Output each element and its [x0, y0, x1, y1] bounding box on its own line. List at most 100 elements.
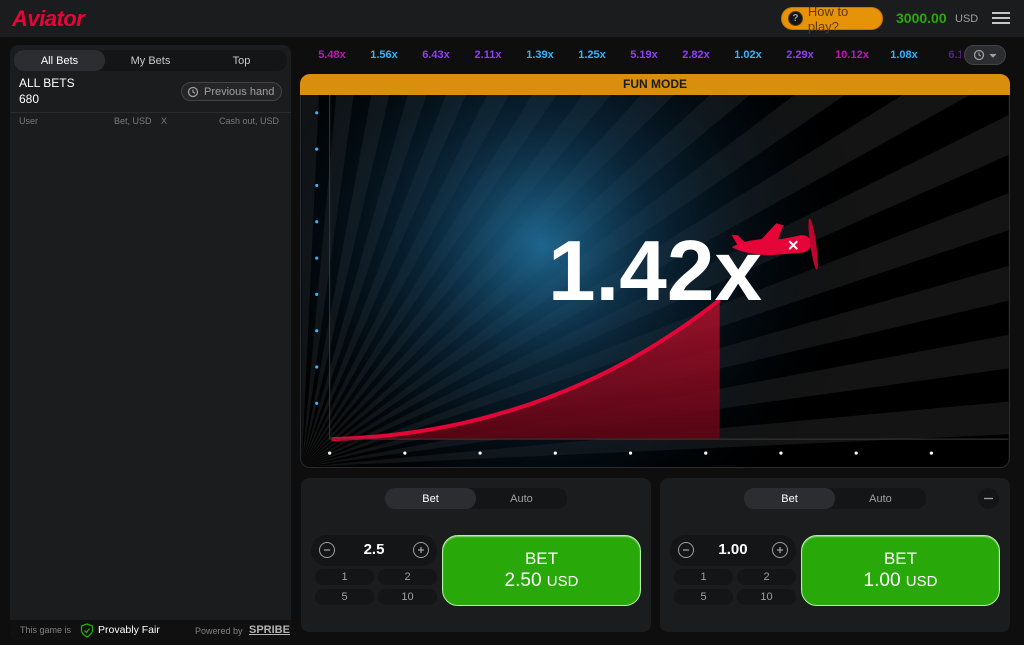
history-multiplier[interactable]: 2.11x: [474, 49, 502, 61]
bet-button-label: BET: [883, 549, 918, 568]
axis-dot: [315, 220, 319, 224]
brand[interactable]: SPRIBE: [249, 624, 290, 636]
minus-icon: [984, 497, 993, 500]
increase-button[interactable]: [413, 542, 429, 558]
tab[interactable]: My Bets: [130, 54, 171, 67]
history-button[interactable]: [964, 45, 1006, 65]
history-multiplier[interactable]: 5.19x: [630, 49, 658, 61]
previous-hand-label: Previous hand: [204, 85, 275, 98]
previous-hand-button[interactable]: Previous hand: [181, 82, 282, 101]
plus-icon: [777, 547, 783, 553]
currency: USD: [955, 13, 979, 25]
provably-fair[interactable]: Provably Fair: [98, 624, 160, 636]
logo[interactable]: Aviator: [12, 6, 85, 31]
bet-button-amount-row: 1.00 USD: [802, 570, 999, 592]
plane: [731, 218, 818, 270]
axis-dot: [628, 451, 633, 455]
history-multiplier[interactable]: 1.56x: [370, 49, 398, 61]
bet-mode-toggle: Bet Auto: [744, 488, 926, 509]
bet-button-amount-row: 2.50 USD: [443, 570, 640, 592]
bet-button-label: BET: [524, 549, 559, 568]
increase-button[interactable]: [772, 542, 788, 558]
bet-mode-tab[interactable]: Bet: [385, 488, 476, 509]
remove-panel-button[interactable]: [978, 488, 999, 509]
bet-mode-tab[interactable]: Auto: [869, 492, 892, 505]
bet-button-amount: 2.50: [504, 570, 542, 591]
history-multiplier[interactable]: 1.02x: [734, 49, 762, 61]
quick-amount-button[interactable]: 5: [674, 589, 733, 605]
bet-button-amount: 1.00: [863, 570, 901, 591]
bet-button[interactable]: BET 1.00 USD: [801, 535, 1000, 606]
axis-dot: [315, 292, 319, 296]
game-canvas: 1.42x: [300, 74, 1010, 468]
axis-dot: [315, 147, 319, 151]
history-multiplier[interactable]: 2.82x: [682, 49, 710, 61]
top-bar: Aviator ? How to play? 3000.00 USD: [0, 0, 1024, 37]
minus-icon: [683, 549, 689, 551]
multiplier: 1.42x: [548, 224, 762, 319]
quick-amount-button[interactable]: 1: [315, 569, 374, 585]
bet-button-currency: USD: [546, 573, 579, 590]
help-icon: ?: [788, 11, 803, 26]
menu-button[interactable]: [992, 12, 1010, 26]
axis-dot: [854, 451, 858, 455]
column-header: Cash out, USD: [219, 116, 280, 126]
history-multiplier[interactable]: 5.48x: [318, 49, 346, 61]
tab[interactable]: Top: [232, 54, 251, 67]
bet-panel: Bet Auto 2.5 1 2 5 10 BET 2.50 USD: [301, 478, 651, 632]
how-to-play-label: How to play?: [807, 3, 849, 34]
axis-dot: [779, 451, 783, 455]
column-header: X: [161, 116, 168, 126]
bet-button[interactable]: BET 2.50 USD: [442, 535, 641, 606]
history-multiplier[interactable]: 1.08x: [890, 49, 918, 61]
amount-stepper: 2.5: [311, 535, 437, 566]
axis-dot: [315, 183, 319, 188]
quick-amount-button[interactable]: 2: [378, 569, 437, 585]
multiplier-history: 5.48x 1.56x 6.43x 2.11x 1.39x 1.25x 5.19x 2.82x…: [306, 45, 961, 65]
tab[interactable]: All Bets: [14, 50, 105, 71]
fun-mode-banner: FUN MODE: [300, 74, 1010, 95]
axis-dot: [553, 451, 557, 455]
divider: [10, 112, 291, 113]
history-multiplier[interactable]: 1.39x: [526, 49, 554, 61]
quick-amount-button[interactable]: 5: [315, 589, 374, 605]
axis-dot: [315, 111, 319, 115]
axis-dot: [315, 401, 319, 405]
quick-amount-button[interactable]: 1: [674, 569, 733, 585]
how-to-play-button[interactable]: ? How to play?: [781, 4, 883, 34]
bet-mode-tab[interactable]: Bet: [744, 488, 835, 509]
plus-icon: [418, 547, 424, 553]
bet-button-currency: USD: [905, 573, 938, 590]
quick-amount-button[interactable]: 10: [737, 589, 796, 605]
axis-dot: [315, 329, 319, 333]
footer: This game is Provably Fair Powered by SP…: [10, 620, 291, 640]
axis-dots: [315, 111, 933, 455]
column-header: User: [19, 116, 39, 126]
bet-amount[interactable]: 1.00: [718, 541, 748, 558]
axis-dot: [929, 451, 933, 455]
history-multiplier[interactable]: 1.25x: [578, 49, 606, 61]
decrease-button[interactable]: [319, 542, 335, 558]
bet-amount[interactable]: 2.5: [363, 541, 385, 558]
history-multiplier[interactable]: 10.12x: [835, 49, 869, 61]
quick-amount-button[interactable]: 2: [737, 569, 796, 585]
flight-curve: [331, 298, 721, 442]
bet-mode-tab[interactable]: Auto: [510, 492, 533, 505]
shield-icon: [80, 623, 94, 638]
bet-mode-toggle: Bet Auto: [385, 488, 567, 509]
history-multiplier[interactable]: 6.1: [948, 49, 961, 61]
decrease-button[interactable]: [678, 542, 694, 558]
axis-dot: [328, 451, 332, 455]
quick-amount-button[interactable]: 10: [378, 589, 437, 605]
bet-panel: Bet Auto 1.00 1 2 5 10 BET 1.00 USD: [660, 478, 1010, 632]
bets-count: 680: [19, 92, 40, 106]
all-bets-title: ALL BETS: [19, 76, 75, 90]
bets-panel: All Bets My Bets Top ALL BETS 680 Previo…: [10, 45, 291, 640]
history-multiplier[interactable]: 2.29x: [786, 49, 814, 61]
axis-dot: [704, 451, 708, 455]
balance: 3000.00: [896, 10, 947, 26]
history-multiplier[interactable]: 6.43x: [422, 49, 450, 61]
bets-tabs: All Bets My Bets Top: [14, 50, 287, 71]
